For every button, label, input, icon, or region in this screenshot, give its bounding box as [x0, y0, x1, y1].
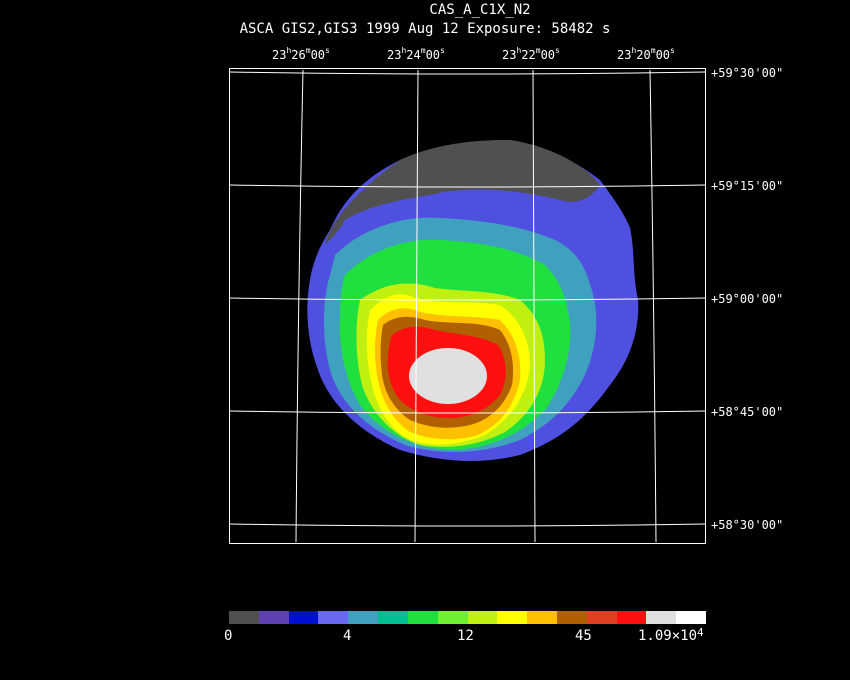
- xray-image-plot: [229, 68, 707, 544]
- colorbar-swatch: [258, 611, 289, 624]
- colorbar-swatch: [676, 611, 706, 624]
- colorbar-swatch: [288, 611, 319, 624]
- colorbar-swatch: [348, 611, 379, 624]
- ra-label: 23h26m00s: [272, 46, 330, 62]
- gray-patch: [325, 140, 600, 245]
- image-subtitle: ASCA GIS2,GIS3 1999 Aug 12 Exposure: 584…: [239, 21, 611, 37]
- dec-label: +59°30'00": [711, 66, 784, 80]
- colorbar-swatch: [616, 611, 647, 624]
- colorbar-swatch: [318, 611, 349, 624]
- colorbar-swatch: [586, 611, 617, 624]
- dec-label: +58°45'00": [711, 405, 784, 419]
- ra-label: 23h24m00s: [387, 46, 445, 62]
- colorbar-swatch: [556, 611, 587, 624]
- bright-center: [409, 348, 487, 404]
- colorbar-swatch: [407, 611, 438, 624]
- colorbar-swatch: [527, 611, 557, 624]
- dec-label: +59°00'00": [711, 292, 784, 306]
- ra-label: 23h20m00s: [617, 46, 675, 62]
- colorbar-label: 12: [457, 628, 474, 644]
- colorbar-label: 1.09×104: [638, 626, 704, 644]
- ra-label: 23h22m00s: [502, 46, 560, 62]
- colorbar-swatch: [497, 611, 528, 624]
- colorbar-swatch: [437, 611, 468, 624]
- emission-map: [307, 140, 639, 462]
- coordinate-grid: [229, 68, 707, 544]
- dec-label: +59°15'00": [711, 179, 784, 193]
- colorbar-swatch: [229, 611, 259, 624]
- image-title: CAS_A_C1X_N2: [429, 2, 531, 18]
- colorbar-label: 45: [575, 628, 592, 644]
- colorbar-label: 4: [343, 628, 352, 644]
- dec-label: +58°30'00": [711, 518, 784, 532]
- colorbar: [229, 611, 706, 624]
- colorbar-swatch: [467, 611, 498, 624]
- colorbar-swatch: [646, 611, 677, 624]
- colorbar-label: 0: [224, 628, 233, 644]
- colorbar-swatch: [378, 611, 408, 624]
